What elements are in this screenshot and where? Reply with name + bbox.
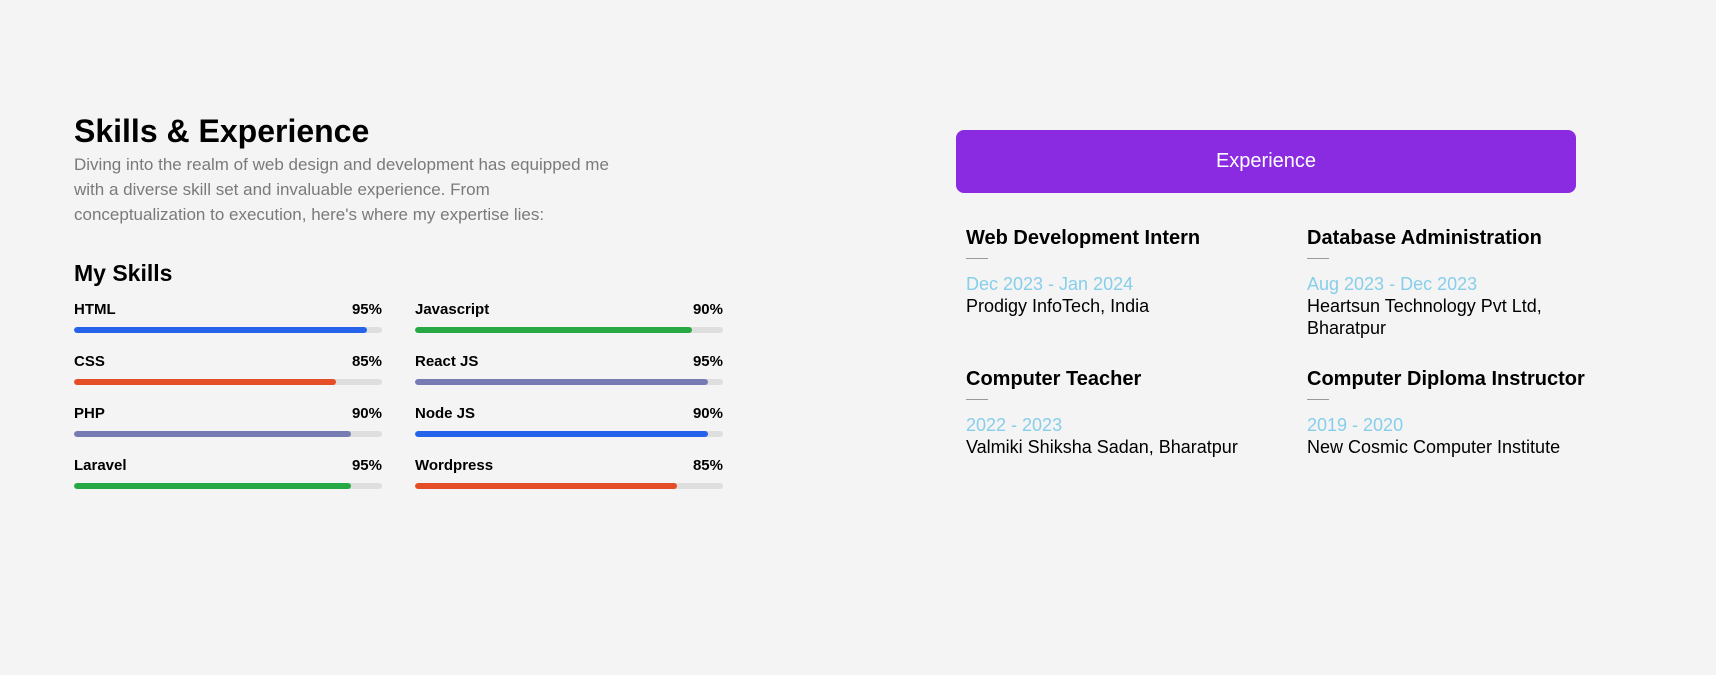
section-description: Diving into the realm of web design and …	[74, 155, 609, 224]
experience-company: Valmiki Shiksha Sadan, Bharatpur	[966, 437, 1238, 457]
experience-title: Computer Diploma Instructor	[1307, 368, 1585, 390]
skill-name: Javascript	[415, 301, 490, 318]
skill-item: PHP 90%	[74, 405, 382, 457]
experience-title: Web Development Intern	[966, 227, 1201, 249]
skill-percent: 90%	[692, 301, 723, 318]
skill-percent: 90%	[351, 405, 382, 422]
skill-progress-track	[415, 431, 723, 437]
skill-item: React JS 95%	[415, 353, 723, 405]
skill-item: Laravel 95%	[74, 457, 382, 509]
skill-item: CSS 85%	[74, 353, 382, 405]
experience-item: Database Administration Aug 2023 - Dec 2…	[1307, 226, 1607, 367]
skill-name: CSS	[74, 353, 105, 370]
experience-item: Computer Teacher 2022 - 2023 Valmiki Shi…	[966, 367, 1307, 508]
skill-percent: 90%	[692, 405, 723, 422]
experience-item: Web Development Intern Dec 2023 - Jan 20…	[966, 226, 1307, 367]
skill-progress-track	[415, 327, 723, 333]
experience-title: Computer Teacher	[966, 368, 1142, 390]
skills-section: Skills & Experience Diving into the real…	[74, 110, 726, 509]
skill-percent: 85%	[692, 457, 723, 474]
skill-progress-track	[415, 379, 723, 385]
skill-name: Laravel	[74, 457, 127, 474]
skill-progress-track	[74, 327, 382, 333]
skill-item: Wordpress 85%	[415, 457, 723, 509]
skill-percent: 95%	[692, 353, 723, 370]
divider	[1307, 399, 1329, 400]
experience-company: Prodigy InfoTech, India	[966, 296, 1150, 316]
skill-percent: 95%	[351, 457, 382, 474]
skill-progress-track	[74, 483, 382, 489]
experience-item: Computer Diploma Instructor 2019 - 2020 …	[1307, 367, 1607, 508]
skill-name: Wordpress	[415, 457, 494, 474]
skill-item: Node JS 90%	[415, 405, 723, 457]
skill-item: HTML 95%	[74, 301, 382, 353]
skill-progress-fill	[415, 379, 708, 385]
divider	[966, 399, 988, 400]
divider	[1307, 258, 1329, 259]
skill-progress-fill	[74, 379, 336, 385]
skills-title: My Skills	[74, 260, 173, 286]
skill-percent: 95%	[351, 301, 382, 318]
experience-section: Experience Web Development Intern Dec 20…	[956, 130, 1585, 508]
experience-company: New Cosmic Computer Institute	[1307, 437, 1561, 457]
experience-date: Dec 2023 - Jan 2024	[966, 274, 1134, 294]
skill-name: HTML	[74, 301, 116, 318]
skill-progress-track	[74, 431, 382, 437]
skill-progress-fill	[415, 483, 677, 489]
skill-progress-track	[415, 483, 723, 489]
divider	[966, 258, 988, 259]
experience-title: Database Administration	[1307, 227, 1542, 249]
section-title: Skills & Experience	[74, 113, 370, 149]
skill-progress-track	[74, 379, 382, 385]
skill-name: React JS	[415, 353, 479, 370]
skill-percent: 85%	[351, 353, 382, 370]
experience-grid: Web Development Intern Dec 2023 - Jan 20…	[966, 226, 1585, 508]
skill-progress-fill	[74, 327, 367, 333]
experience-date: 2019 - 2020	[1307, 415, 1404, 435]
experience-date: 2022 - 2023	[966, 415, 1063, 435]
skill-name: Node JS	[415, 405, 476, 422]
skill-name: PHP	[74, 405, 105, 422]
experience-company: Heartsun Technology Pvt Ltd, Bharatpur	[1307, 296, 1542, 338]
experience-date: Aug 2023 - Dec 2023	[1307, 274, 1478, 294]
skill-progress-fill	[74, 483, 352, 489]
skill-item: Javascript 90%	[415, 301, 723, 353]
skills-grid: HTML 95% Javascript 90% CSS 85% React JS 95%…	[74, 301, 726, 509]
skill-progress-fill	[415, 327, 693, 333]
skill-progress-fill	[74, 431, 352, 437]
experience-button[interactable]: Experience	[956, 130, 1576, 193]
skill-progress-fill	[415, 431, 708, 437]
